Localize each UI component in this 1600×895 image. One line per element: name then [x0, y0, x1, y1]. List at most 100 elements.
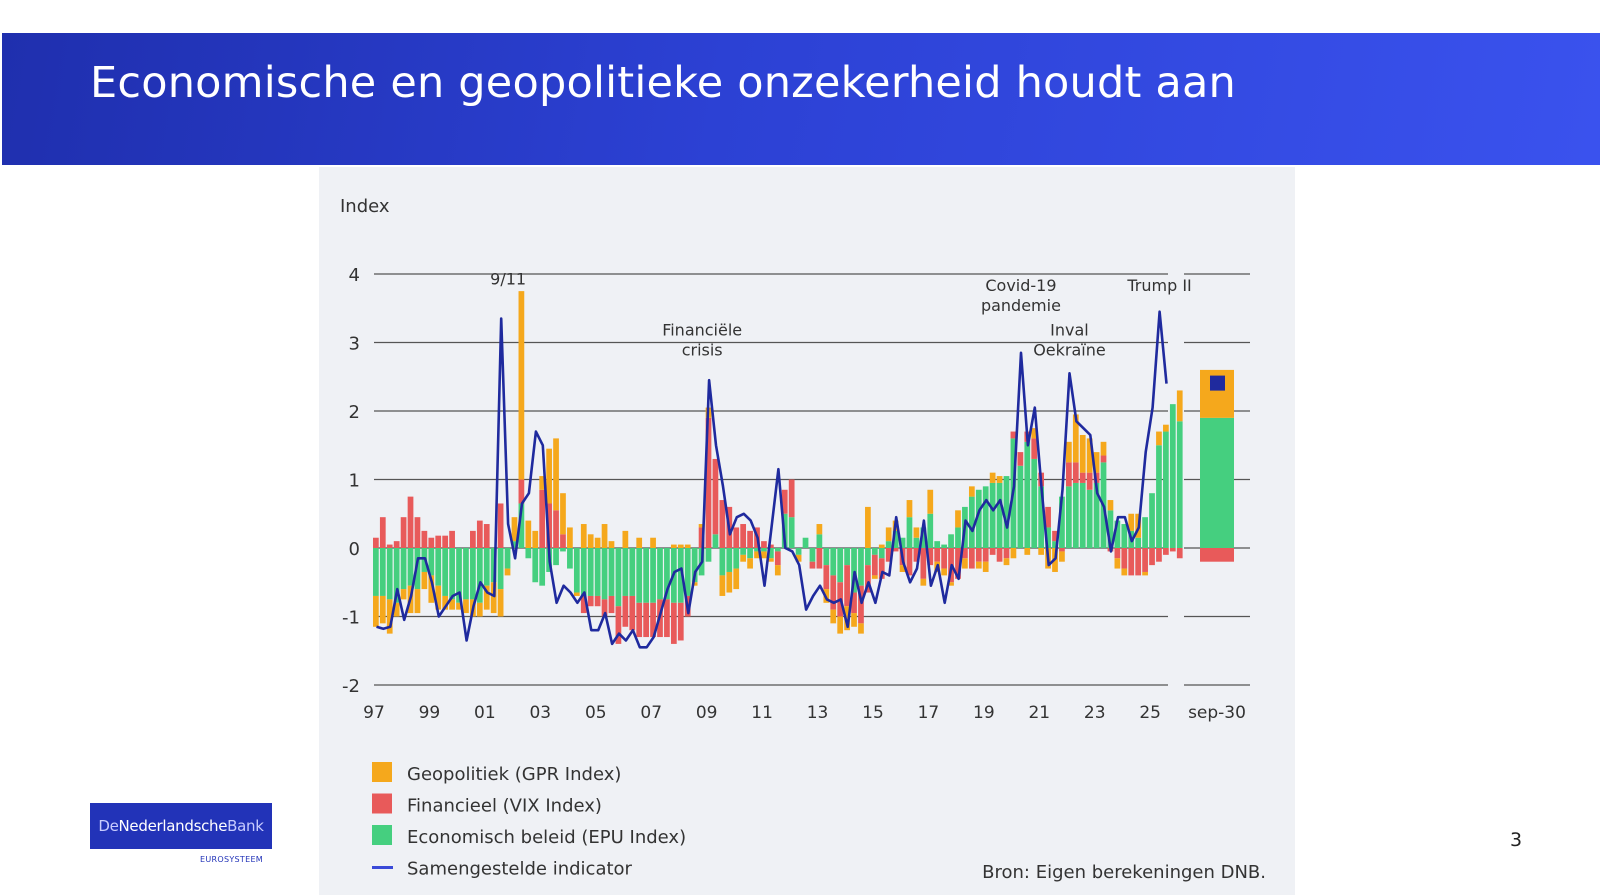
bar-segment-gpr — [698, 524, 705, 528]
bar-segment-gpr — [573, 592, 580, 596]
bar-segment-gpr — [421, 571, 428, 590]
bar-segment-epu — [608, 548, 615, 596]
composite-indicator-line — [376, 310, 1168, 649]
bar-segment-vix — [476, 520, 483, 548]
x-tick-label: 11 — [751, 703, 773, 723]
bar-segment-epu — [532, 548, 539, 583]
bar-segment-epu — [774, 548, 781, 552]
bar-segment-gpr — [941, 568, 947, 576]
bar-segment-vix — [393, 541, 400, 548]
bar-segment-gpr — [975, 561, 982, 569]
bar-segment-gpr — [955, 510, 961, 528]
bar-segment-epu — [948, 534, 954, 548]
bar-segment-epu — [968, 496, 975, 548]
bar-segment-epu — [650, 548, 656, 603]
bar-segment-vix — [1079, 472, 1086, 483]
bar-segment-epu — [657, 548, 663, 600]
bar-segment-epu — [497, 548, 504, 590]
x-tick-label: 17 — [918, 703, 940, 723]
bar-segment-vix — [518, 479, 525, 504]
bar-segment-gpr — [962, 558, 968, 569]
bar-segment-gpr — [830, 609, 837, 624]
bar-segment-epu — [393, 548, 400, 603]
bar-segment-vix — [587, 595, 594, 607]
bar-segment-vix — [1003, 548, 1010, 559]
bar-segment-vix — [636, 602, 643, 638]
bar-segment-epu — [1003, 476, 1010, 548]
projection-vix — [1200, 548, 1234, 562]
bar-segment-vix — [470, 530, 476, 548]
bar-segment-epu — [442, 548, 449, 596]
bar-segment-epu — [643, 548, 649, 603]
bar-segment-epu — [733, 548, 740, 569]
x-tick-label: 21 — [1028, 703, 1050, 723]
y-axis-ticks: -2 -1 0 1 2 3 4 — [342, 265, 360, 697]
bar-segment-vix — [830, 575, 837, 610]
bar-segment-vix — [705, 417, 712, 548]
bar-segment-epu — [1121, 524, 1128, 548]
bar-segment-epu — [1093, 482, 1100, 548]
y-tick-label: 0 — [349, 539, 360, 560]
bar-segment-gpr — [927, 489, 934, 514]
composite-line — [376, 310, 1168, 649]
bar-segment-vix — [809, 561, 816, 569]
bar-segment-vix — [428, 537, 435, 548]
bar-segment-gpr — [768, 558, 774, 562]
bar-segment-vix — [622, 595, 629, 627]
bar-segment-epu — [373, 548, 379, 596]
annotation-label: 9/11 — [490, 269, 526, 288]
bar-segment-vix — [719, 500, 726, 548]
bar-segment-gpr — [795, 554, 802, 562]
bar-segment-epu — [927, 513, 934, 548]
bar-segment-epu — [1052, 541, 1058, 548]
bar-segment-epu — [1169, 404, 1176, 548]
bar-segment-gpr — [733, 568, 740, 590]
bar-segment-gpr — [1093, 452, 1100, 473]
bar-segment-epu — [809, 548, 816, 562]
bar-segment-gpr — [837, 616, 844, 634]
bar-segment-gpr — [851, 613, 857, 627]
y-tick-label: -1 — [342, 608, 360, 629]
bar-segment-epu — [906, 517, 913, 548]
bar-segment-gpr — [608, 541, 615, 548]
bar-segment-epu — [587, 548, 594, 596]
annotation-label: Trump II — [1126, 276, 1191, 295]
bar-segment-vix — [968, 548, 975, 569]
bar-segment-vix — [435, 535, 442, 548]
bar-segment-vix — [816, 548, 823, 569]
bar-segment-epu — [920, 527, 927, 548]
annotation-label: pandemie — [981, 296, 1061, 315]
bar-segment-gpr — [497, 589, 504, 617]
bar-segment-gpr — [587, 534, 594, 548]
bar-segment-epu — [705, 548, 712, 562]
bar-segment-gpr — [594, 537, 601, 548]
bar-segment-vix — [858, 585, 864, 624]
bar-segment-epu — [379, 548, 386, 596]
bar-segment-gpr — [906, 500, 913, 518]
bar-segment-vix — [1010, 431, 1017, 439]
page-number: 3 — [1510, 829, 1523, 851]
bar-segment-gpr — [373, 595, 379, 627]
dnb-logo: De Nederlandsche Bank — [90, 803, 272, 849]
bar-segment-gpr — [1086, 438, 1093, 473]
bar-segment-epu — [719, 548, 726, 576]
legend-label: Geopolitiek (GPR Index) — [407, 764, 621, 785]
bar-segment-epu — [601, 548, 608, 600]
bar-segment-epu — [580, 548, 587, 596]
bar-segment-epu — [934, 541, 941, 548]
y-axis-label: Index — [340, 196, 390, 217]
bar-segment-epu — [865, 548, 871, 566]
bar-segment-epu — [726, 548, 733, 572]
bar-segment-epu — [1176, 421, 1183, 548]
bar-segment-epu — [1079, 482, 1086, 548]
x-tick-label: 15 — [862, 703, 884, 723]
x-axis-ticks: 97 99 01 03 05 07 09 11 13 15 17 19 21 23 25 sep-30 — [363, 703, 1246, 723]
bar-segment-gpr — [525, 520, 532, 548]
bar-segment-epu — [539, 548, 546, 586]
x-tick-label: 09 — [696, 703, 718, 723]
bar-segment-vix — [1059, 548, 1065, 552]
bar-segment-epu — [1149, 493, 1155, 548]
x-tick-label: 99 — [419, 703, 441, 723]
bar-segment-epu — [982, 486, 989, 548]
bar-segment-vix — [781, 489, 788, 514]
